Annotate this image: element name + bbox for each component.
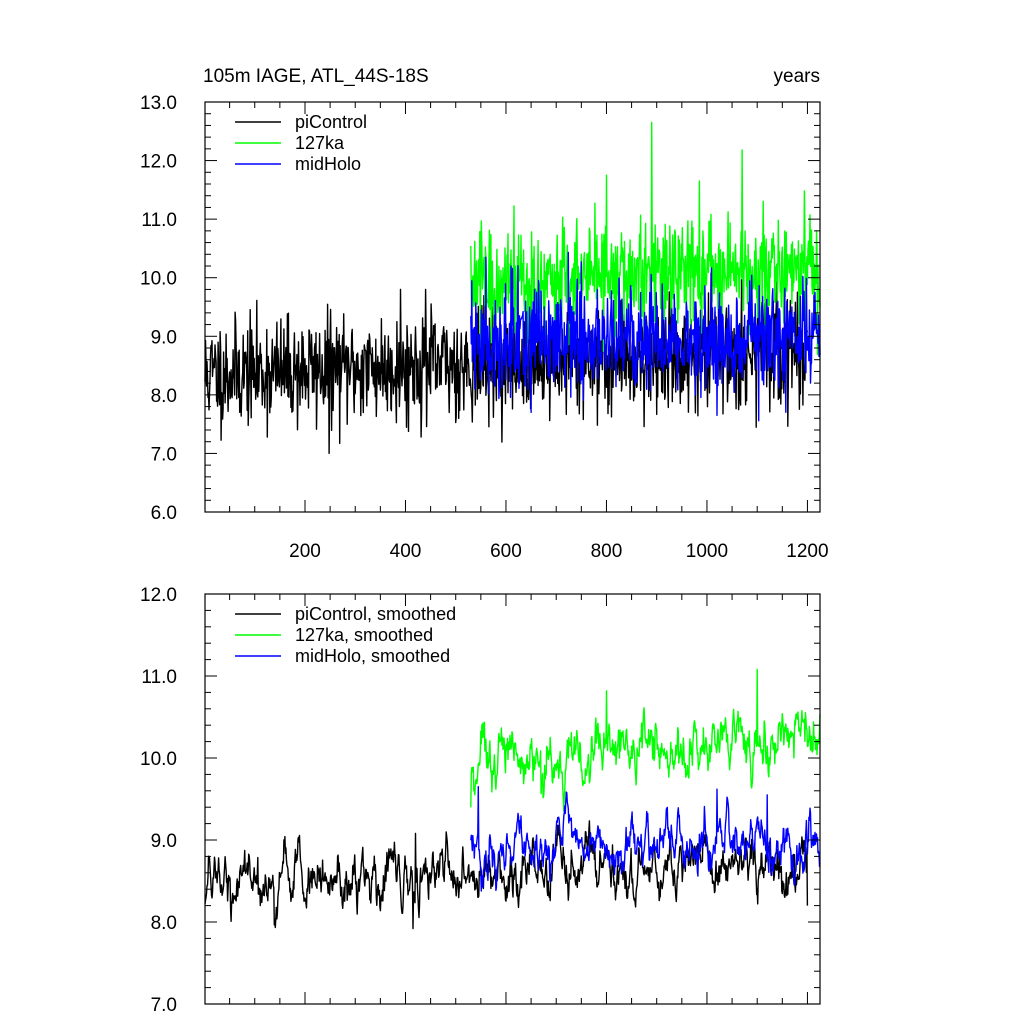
top-panel-title: 105m IAGE, ATL_44S-18S: [203, 66, 429, 87]
top-panel: 105m IAGE, ATL_44S-18S years 6.0 7.0 8.0 9.…: [140, 66, 829, 562]
legend-label: piControl, smoothed: [295, 604, 456, 624]
y-tick-label: 10.0: [140, 749, 177, 770]
series-line-127ka: [470, 121, 821, 356]
x-tick-label: 400: [390, 541, 422, 562]
y-tick-label: 11.0: [141, 667, 177, 688]
y-tick-label: 8.0: [151, 913, 177, 934]
x-tick-label: 800: [591, 541, 623, 562]
series-line-midholo: [470, 251, 821, 422]
series-line-midholo-smoothed: [470, 786, 821, 892]
y-tick-label: 12.0: [140, 152, 177, 173]
x-tick-label: 1200: [786, 541, 828, 562]
bottom-series-layer: [204, 668, 821, 930]
y-tick-label: 12.0: [140, 585, 177, 606]
x-tick-label: 200: [289, 541, 321, 562]
bottom-panel: 7.0 8.0 9.0 10.0 11.0 12.0 piControl, smoothe…: [140, 585, 821, 1016]
y-tick-label: 7.0: [151, 995, 177, 1016]
series-line-127ka-smoothed: [470, 668, 821, 812]
legend-label: 127ka, smoothed: [295, 625, 433, 645]
x-tick-label: 600: [490, 541, 522, 562]
y-tick-label: 8.0: [151, 386, 177, 407]
top-series-layer: [204, 121, 821, 455]
x-tick-label: 1000: [686, 541, 728, 562]
y-tick-label: 9.0: [151, 327, 177, 348]
y-tick-label: 13.0: [140, 93, 177, 114]
top-panel-units: years: [774, 66, 820, 87]
legend-label: 127ka: [295, 133, 345, 153]
y-tick-label: 6.0: [151, 503, 177, 524]
y-tick-label: 9.0: [151, 831, 177, 852]
y-tick-label: 7.0: [151, 444, 177, 465]
legend-label: midHolo: [295, 154, 361, 174]
bottom-ticks-layer: 7.0 8.0 9.0 10.0 11.0 12.0: [140, 585, 820, 1016]
bottom-plot-frame: [204, 593, 821, 1005]
top-ticks-layer: 6.0 7.0 8.0 9.0 10.0 11.0 12.0 13.0 200 400 600 800…: [140, 93, 829, 562]
legend-label: midHolo, smoothed: [295, 646, 450, 666]
y-tick-label: 10.0: [140, 269, 177, 290]
y-tick-label: 11.0: [141, 210, 177, 231]
top-plot-frame: [204, 101, 821, 513]
legend-label: piControl: [295, 112, 367, 132]
